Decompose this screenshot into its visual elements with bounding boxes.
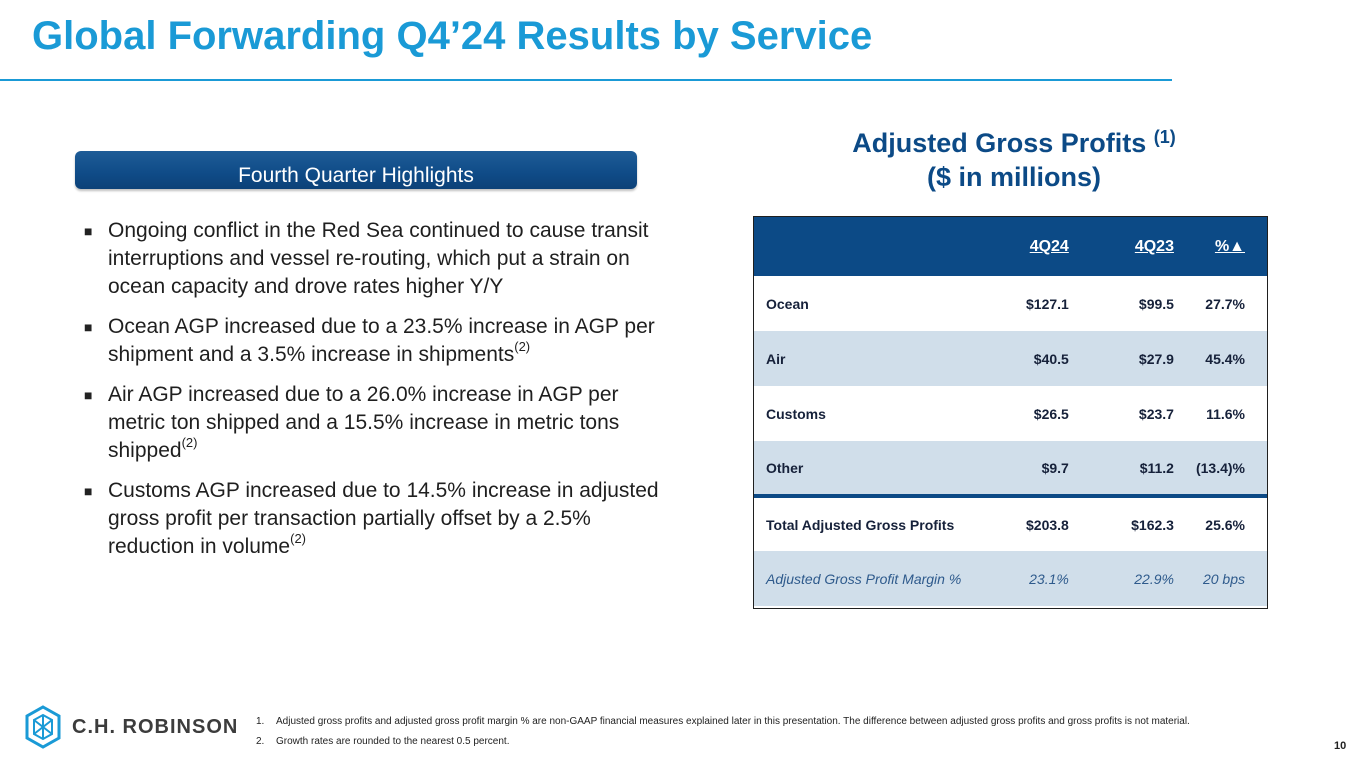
- row-label: Customs: [766, 405, 826, 422]
- company-logo: C.H. ROBINSON: [24, 705, 238, 749]
- highlight-text: Customs AGP increased due to 14.5% incre…: [108, 479, 659, 558]
- table-cell: 20 bps: [1202, 570, 1245, 587]
- highlight-text: Air AGP increased due to a 26.0% increas…: [108, 383, 620, 462]
- table-cell: $162.3: [1131, 516, 1174, 533]
- footnotes: 1. Adjusted gross profits and adjusted gr…: [256, 712, 1190, 752]
- cube-logo-icon: [25, 705, 61, 749]
- highlight-item: ■ Air AGP increased due to a 26.0% incre…: [84, 381, 659, 465]
- highlight-text: Ocean AGP increased due to a 23.5% incre…: [108, 315, 655, 366]
- table-cell: $9.7: [1041, 459, 1069, 476]
- table-cell: $127.1: [1026, 295, 1069, 312]
- square-bullet-icon: ■: [84, 223, 93, 239]
- table-cell: $23.7: [1138, 405, 1174, 422]
- logo-wordmark: C.H. ROBINSON: [72, 715, 239, 738]
- agp-table: 4Q24 4Q23 %▲ Ocean $127.1 $99.5 27.7% Ai…: [753, 216, 1268, 609]
- highlight-item: ■ Customs AGP increased due to 14.5% inc…: [84, 477, 659, 561]
- table-row: Air $40.5 $27.9 45.4%: [754, 331, 1267, 386]
- table-cell: 11.6%: [1206, 405, 1245, 422]
- table-cell: 22.9%: [1134, 570, 1174, 587]
- page-title: Global Forwarding Q4’24 Results by Servi…: [32, 14, 873, 58]
- table-cell: $27.9: [1138, 350, 1174, 367]
- table-row: Customs $26.5 $23.7 11.6%: [754, 386, 1267, 441]
- highlights-list: ■ Ongoing conflict in the Red Sea contin…: [84, 217, 659, 573]
- highlight-item: ■ Ongoing conflict in the Red Sea contin…: [84, 217, 659, 301]
- row-label: Air: [766, 350, 786, 367]
- table-header-row: 4Q24 4Q23 %▲: [754, 217, 1267, 276]
- square-bullet-icon: ■: [84, 387, 93, 403]
- highlights-banner: Fourth Quarter Highlights: [75, 151, 637, 189]
- table-cell: 25.6%: [1205, 516, 1245, 533]
- table-cell: $11.2: [1139, 459, 1174, 476]
- title-divider: [0, 79, 1172, 81]
- table-cell: $203.8: [1026, 516, 1069, 533]
- header-cell: %▲: [1214, 237, 1245, 255]
- row-label: Ocean: [766, 295, 809, 312]
- table-cell: 45.4%: [1205, 350, 1245, 367]
- highlight-item: ■ Ocean AGP increased due to a 23.5% inc…: [84, 313, 659, 369]
- table-cell: $99.5: [1138, 295, 1174, 312]
- header-cell: [754, 217, 984, 276]
- table-cell: 27.7%: [1205, 295, 1245, 312]
- margin-row: Adjusted Gross Profit Margin % 23.1% 22.…: [754, 551, 1267, 606]
- square-bullet-icon: ■: [84, 483, 93, 499]
- table-cell: $40.5: [1033, 350, 1069, 367]
- row-label: Adjusted Gross Profit Margin %: [766, 570, 962, 587]
- row-label: Other: [766, 459, 804, 476]
- highlight-text: Ongoing conflict in the Red Sea continue…: [108, 219, 649, 298]
- row-label: Total Adjusted Gross Profits: [766, 516, 955, 533]
- total-row: Total Adjusted Gross Profits $203.8 $162…: [754, 496, 1267, 551]
- table-row: Other $9.7 $11.2 (13.4)%: [754, 441, 1267, 496]
- table-cell: $26.5: [1033, 405, 1069, 422]
- header-cell: 4Q23: [1134, 237, 1174, 255]
- footnote: 1. Adjusted gross profits and adjusted gr…: [256, 716, 1190, 727]
- footnote: 2. Growth rates are rounded to the neares…: [256, 736, 510, 747]
- agp-table-title: Adjusted Gross Profits (1) ($ in million…: [852, 127, 1176, 192]
- header-cell: 4Q24: [1029, 237, 1069, 255]
- table-cell: 23.1%: [1029, 570, 1069, 587]
- page-number: 10: [1334, 740, 1347, 752]
- table-row: Ocean $127.1 $99.5 27.7%: [754, 276, 1267, 331]
- table-cell: (13.4)%: [1195, 459, 1245, 476]
- square-bullet-icon: ■: [84, 319, 93, 335]
